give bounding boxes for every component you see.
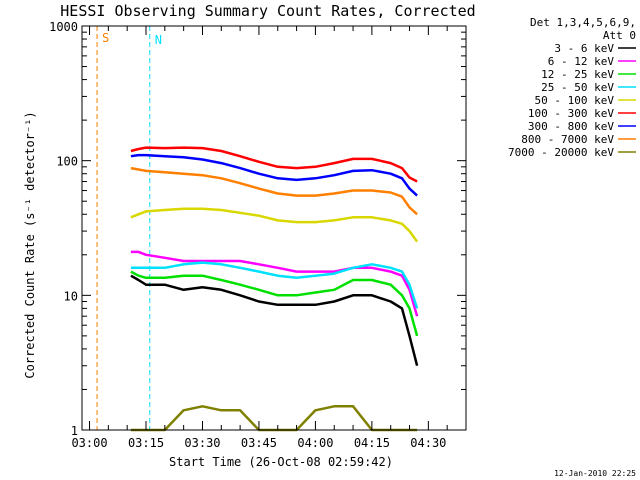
series-line-7	[130, 166, 418, 216]
series-line-0	[130, 274, 419, 367]
legend-entry: 7000 - 20000 keV	[508, 146, 614, 159]
x-tick-label: 04:15	[354, 436, 390, 450]
x-tick-label: 03:00	[71, 436, 107, 450]
plot-frame	[81, 25, 467, 431]
series-line-3	[130, 261, 419, 309]
x-tick-label: 03:30	[184, 436, 220, 450]
series-line-2	[130, 270, 419, 337]
series-line-4	[130, 207, 419, 243]
series-line-1	[130, 250, 419, 317]
y-axis-label: Corrected Count Rate (s⁻¹ detector⁻¹)	[23, 111, 37, 378]
x-tick-label: 03:15	[128, 436, 164, 450]
legend-entry: 300 - 800 keV	[528, 120, 614, 133]
y-tick-label: 10	[64, 289, 78, 303]
x-tick-label: 04:30	[410, 436, 446, 450]
chart-title: HESSI Observing Summary Count Rates, Cor…	[60, 2, 475, 20]
y-tick-label: 1	[71, 424, 78, 438]
legend-entry: 25 - 50 keV	[541, 81, 614, 94]
axis-ticks: 03:00 03:15 03:30 03:45 04:00 04:15 04:30 1 10 10…	[49, 20, 467, 450]
x-tick-label: 04:00	[297, 436, 333, 450]
legend-header: Att 0	[603, 29, 636, 42]
legend-header: Det 1,3,4,5,6,9,	[530, 16, 636, 29]
legend-entry: 3 - 6 keV	[554, 42, 614, 55]
legend-entry: 100 - 300 keV	[528, 107, 614, 120]
legend-entry: 800 - 7000 keV	[521, 133, 614, 146]
legend-entry: 6 - 12 keV	[548, 55, 615, 68]
annotation-label-n: N	[155, 33, 162, 47]
x-axis-label: Start Time (26-Oct-08 02:59:42)	[169, 455, 393, 469]
timestamp: 12-Jan-2010 22:25	[554, 469, 636, 478]
legend-entry: 12 - 25 keV	[541, 68, 614, 81]
legend-entry: 50 - 100 keV	[535, 94, 615, 107]
y-tick-label: 1000	[49, 20, 78, 34]
series-line-5	[130, 146, 418, 183]
series-line-6	[130, 153, 418, 197]
annotation-label-s: S	[102, 31, 109, 45]
x-tick-label: 03:45	[241, 436, 277, 450]
y-tick-label: 100	[56, 155, 78, 169]
